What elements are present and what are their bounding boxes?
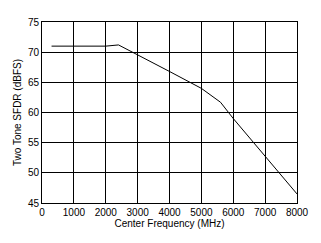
- svg-text:60: 60: [28, 107, 40, 118]
- svg-text:0: 0: [39, 207, 45, 218]
- svg-text:7000: 7000: [254, 207, 277, 218]
- svg-text:3000: 3000: [127, 207, 150, 218]
- svg-text:5000: 5000: [190, 207, 213, 218]
- svg-text:6000: 6000: [222, 207, 245, 218]
- svg-text:45: 45: [28, 198, 40, 209]
- svg-text:Center Frequency (MHz): Center Frequency (MHz): [114, 218, 224, 229]
- svg-text:65: 65: [28, 77, 40, 88]
- svg-text:1000: 1000: [63, 207, 86, 218]
- svg-text:Two Tone SFDR (dBFS): Two Tone SFDR (dBFS): [12, 59, 23, 166]
- svg-text:2000: 2000: [95, 207, 118, 218]
- svg-text:75: 75: [28, 17, 40, 28]
- svg-text:70: 70: [28, 47, 40, 58]
- svg-text:4000: 4000: [158, 207, 181, 218]
- svg-text:55: 55: [28, 137, 40, 148]
- svg-text:8000: 8000: [286, 207, 309, 218]
- svg-text:50: 50: [28, 167, 40, 178]
